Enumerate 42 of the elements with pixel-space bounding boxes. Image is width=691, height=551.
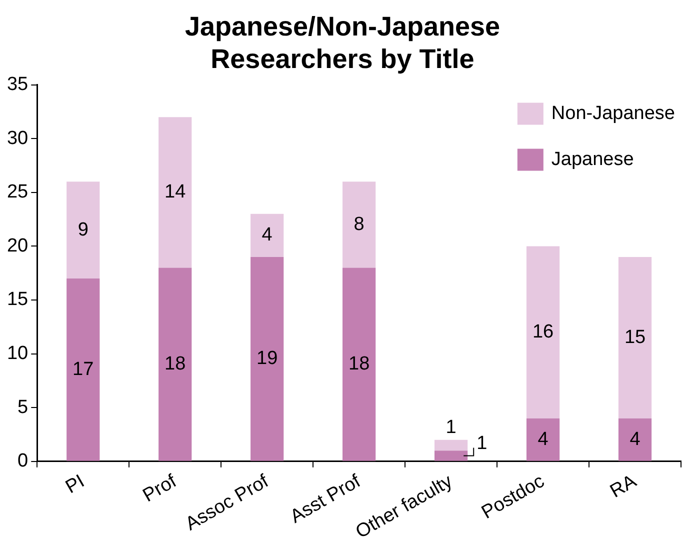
bar xyxy=(342,182,376,268)
bar xyxy=(618,418,652,461)
data-label: 1 xyxy=(446,417,456,438)
data-label: 1 xyxy=(476,433,488,454)
y-tick-label: 30 xyxy=(6,128,28,149)
data-label: 4 xyxy=(630,428,641,450)
data-label: 16 xyxy=(532,322,554,343)
y-tick-label: 15 xyxy=(6,289,28,310)
y-tick-label: 10 xyxy=(6,343,28,364)
bar xyxy=(158,117,192,268)
data-label: 18 xyxy=(164,354,186,375)
bar xyxy=(618,256,652,418)
bar xyxy=(434,440,468,451)
data-label: 15 xyxy=(624,326,646,348)
y-tick-label: 20 xyxy=(6,235,28,256)
y-tick-label: 35 xyxy=(6,74,28,96)
y-tick-label: 0 xyxy=(18,450,28,472)
bar xyxy=(66,278,100,461)
y-tick-label: 5 xyxy=(18,396,28,418)
data-label: 9 xyxy=(78,219,88,240)
x-tick-label: Prof xyxy=(140,470,181,507)
data-label: 8 xyxy=(354,214,364,235)
data-label: 17 xyxy=(72,358,94,380)
data-label: 4 xyxy=(538,428,549,450)
legend-label: Japanese xyxy=(551,149,634,170)
data-label: 14 xyxy=(164,182,186,203)
data-label: 4 xyxy=(262,224,273,246)
bar xyxy=(66,182,100,278)
bar xyxy=(158,268,192,461)
bar xyxy=(526,418,560,461)
x-tick-label: RA xyxy=(606,470,640,502)
bar xyxy=(434,450,468,461)
bar xyxy=(342,268,376,461)
x-tick-label: PI xyxy=(62,470,88,498)
legend-label: Non-Japanese xyxy=(551,103,676,124)
chart-title: Japanese/Non-Japanese Researchers by Title xyxy=(184,12,500,74)
data-label: 18 xyxy=(348,354,370,375)
data-label: 19 xyxy=(256,348,278,370)
y-tick-label: 25 xyxy=(6,182,28,203)
bar xyxy=(526,246,560,418)
bar xyxy=(250,256,284,461)
bar xyxy=(250,214,284,257)
